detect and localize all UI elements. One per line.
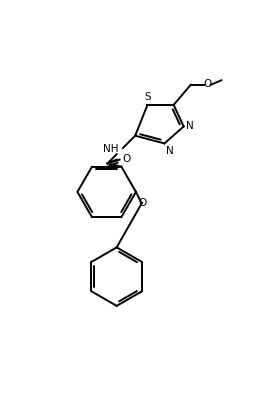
Text: O: O [123,154,131,164]
Text: N: N [166,146,174,156]
Text: N: N [186,121,194,132]
Text: O: O [203,79,212,89]
Text: S: S [144,92,151,102]
Text: NH: NH [103,144,118,154]
Text: O: O [138,198,146,208]
